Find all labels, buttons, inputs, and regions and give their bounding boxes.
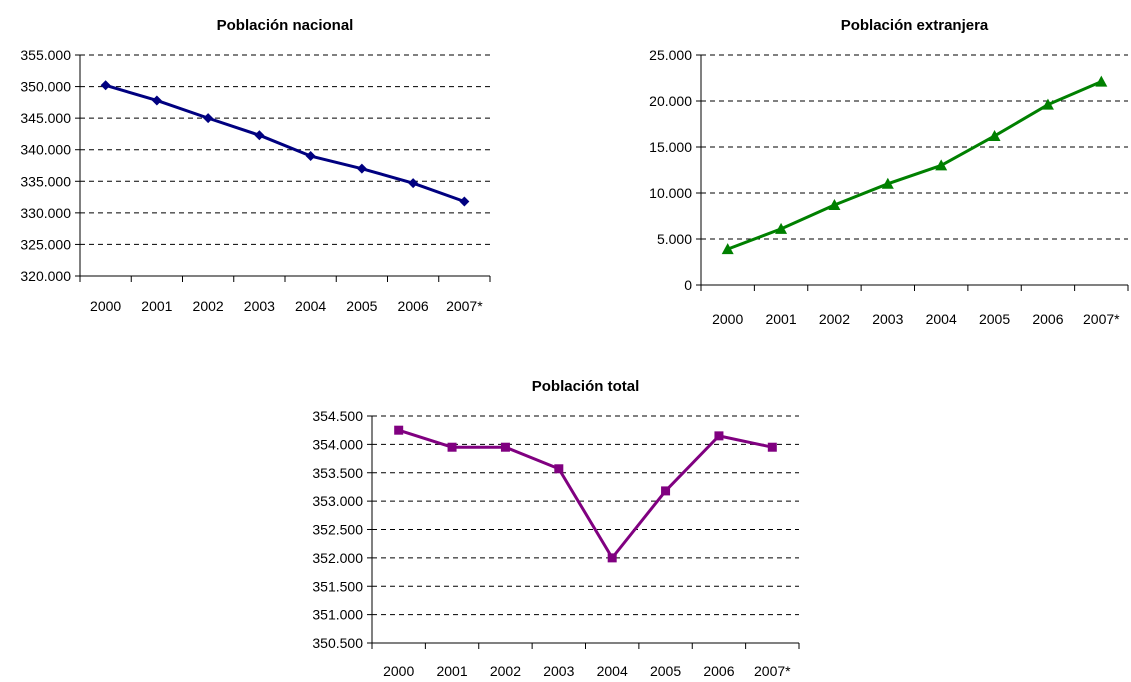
y-tick-label: 345.000 [20, 110, 71, 126]
data-point [767, 442, 777, 452]
chart-title-extranjera: Población extranjera [840, 17, 989, 34]
data-point [394, 425, 404, 435]
x-tick-label: 2001 [141, 298, 172, 314]
x-tick-label: 2005 [650, 663, 681, 679]
data-point [100, 80, 111, 91]
y-tick-label: 350.500 [312, 635, 363, 651]
x-tick-label: 2006 [703, 663, 734, 679]
y-tick-label: 340.000 [20, 142, 71, 158]
y-tick-label: 351.000 [312, 607, 363, 623]
series-line [105, 83, 465, 203]
series-line [398, 428, 773, 560]
y-tick-label: 325.000 [20, 236, 71, 252]
y-tick-label: 0 [684, 277, 692, 293]
y-tick-label: 320.000 [20, 268, 71, 284]
x-tick-label: 2006 [398, 298, 429, 314]
y-tick-label: 353.000 [312, 493, 363, 509]
data-point [554, 464, 564, 474]
x-tick-label: 2007* [754, 663, 791, 679]
y-tick-label: 353.500 [312, 465, 363, 481]
data-point [408, 178, 419, 189]
y-tick-label: 330.000 [20, 205, 71, 221]
data-point [721, 243, 734, 255]
x-tick-label: 2000 [90, 298, 121, 314]
data-point [447, 442, 457, 452]
data-point [1041, 98, 1054, 110]
y-tick-label: 352.500 [312, 522, 363, 538]
data-point [151, 95, 162, 106]
data-point [356, 163, 367, 174]
data-point [661, 486, 671, 496]
y-tick-label: 10.000 [649, 185, 692, 201]
data-point [607, 553, 617, 563]
data-point [828, 198, 841, 210]
x-tick-label: 2003 [244, 298, 275, 314]
x-tick-label: 2000 [712, 311, 743, 327]
x-tick-label: 2007* [446, 298, 483, 314]
x-tick-label: 2005 [979, 311, 1010, 327]
data-point [988, 129, 1001, 141]
data-point [935, 159, 948, 171]
x-tick-label: 2006 [1032, 311, 1063, 327]
x-tick-label: 2000 [383, 663, 414, 679]
x-tick-label: 2004 [926, 311, 957, 327]
x-tick-label: 2004 [597, 663, 628, 679]
x-tick-label: 2002 [490, 663, 521, 679]
y-tick-label: 335.000 [20, 173, 71, 189]
data-point [881, 177, 894, 189]
x-tick-label: 2001 [436, 663, 467, 679]
data-point [305, 151, 316, 162]
y-tick-label: 25.000 [649, 47, 692, 63]
series-line [727, 80, 1102, 251]
data-point [254, 130, 265, 141]
y-tick-label: 20.000 [649, 93, 692, 109]
x-tick-label: 2007* [1083, 311, 1120, 327]
chart-title-total: Población total [531, 378, 640, 395]
y-tick-label: 352.000 [312, 550, 363, 566]
y-tick-label: 351.500 [312, 578, 363, 594]
data-point [1095, 75, 1108, 87]
x-tick-label: 2002 [193, 298, 224, 314]
x-tick-label: 2003 [872, 311, 903, 327]
y-tick-label: 354.500 [312, 408, 363, 424]
data-point [203, 113, 214, 124]
x-tick-label: 2002 [819, 311, 850, 327]
y-tick-label: 350.000 [20, 79, 71, 95]
data-point [775, 222, 788, 234]
x-tick-label: 2003 [543, 663, 574, 679]
y-tick-label: 354.000 [312, 436, 363, 452]
chart-title-nacional: Población nacional [216, 17, 354, 34]
data-point [714, 431, 724, 441]
data-point [459, 196, 470, 207]
y-tick-label: 5.000 [657, 231, 692, 247]
data-point [500, 442, 510, 452]
x-tick-label: 2004 [295, 298, 326, 314]
y-tick-label: 355.000 [20, 47, 71, 63]
y-tick-label: 15.000 [649, 139, 692, 155]
x-tick-label: 2001 [765, 311, 796, 327]
x-tick-label: 2005 [346, 298, 377, 314]
